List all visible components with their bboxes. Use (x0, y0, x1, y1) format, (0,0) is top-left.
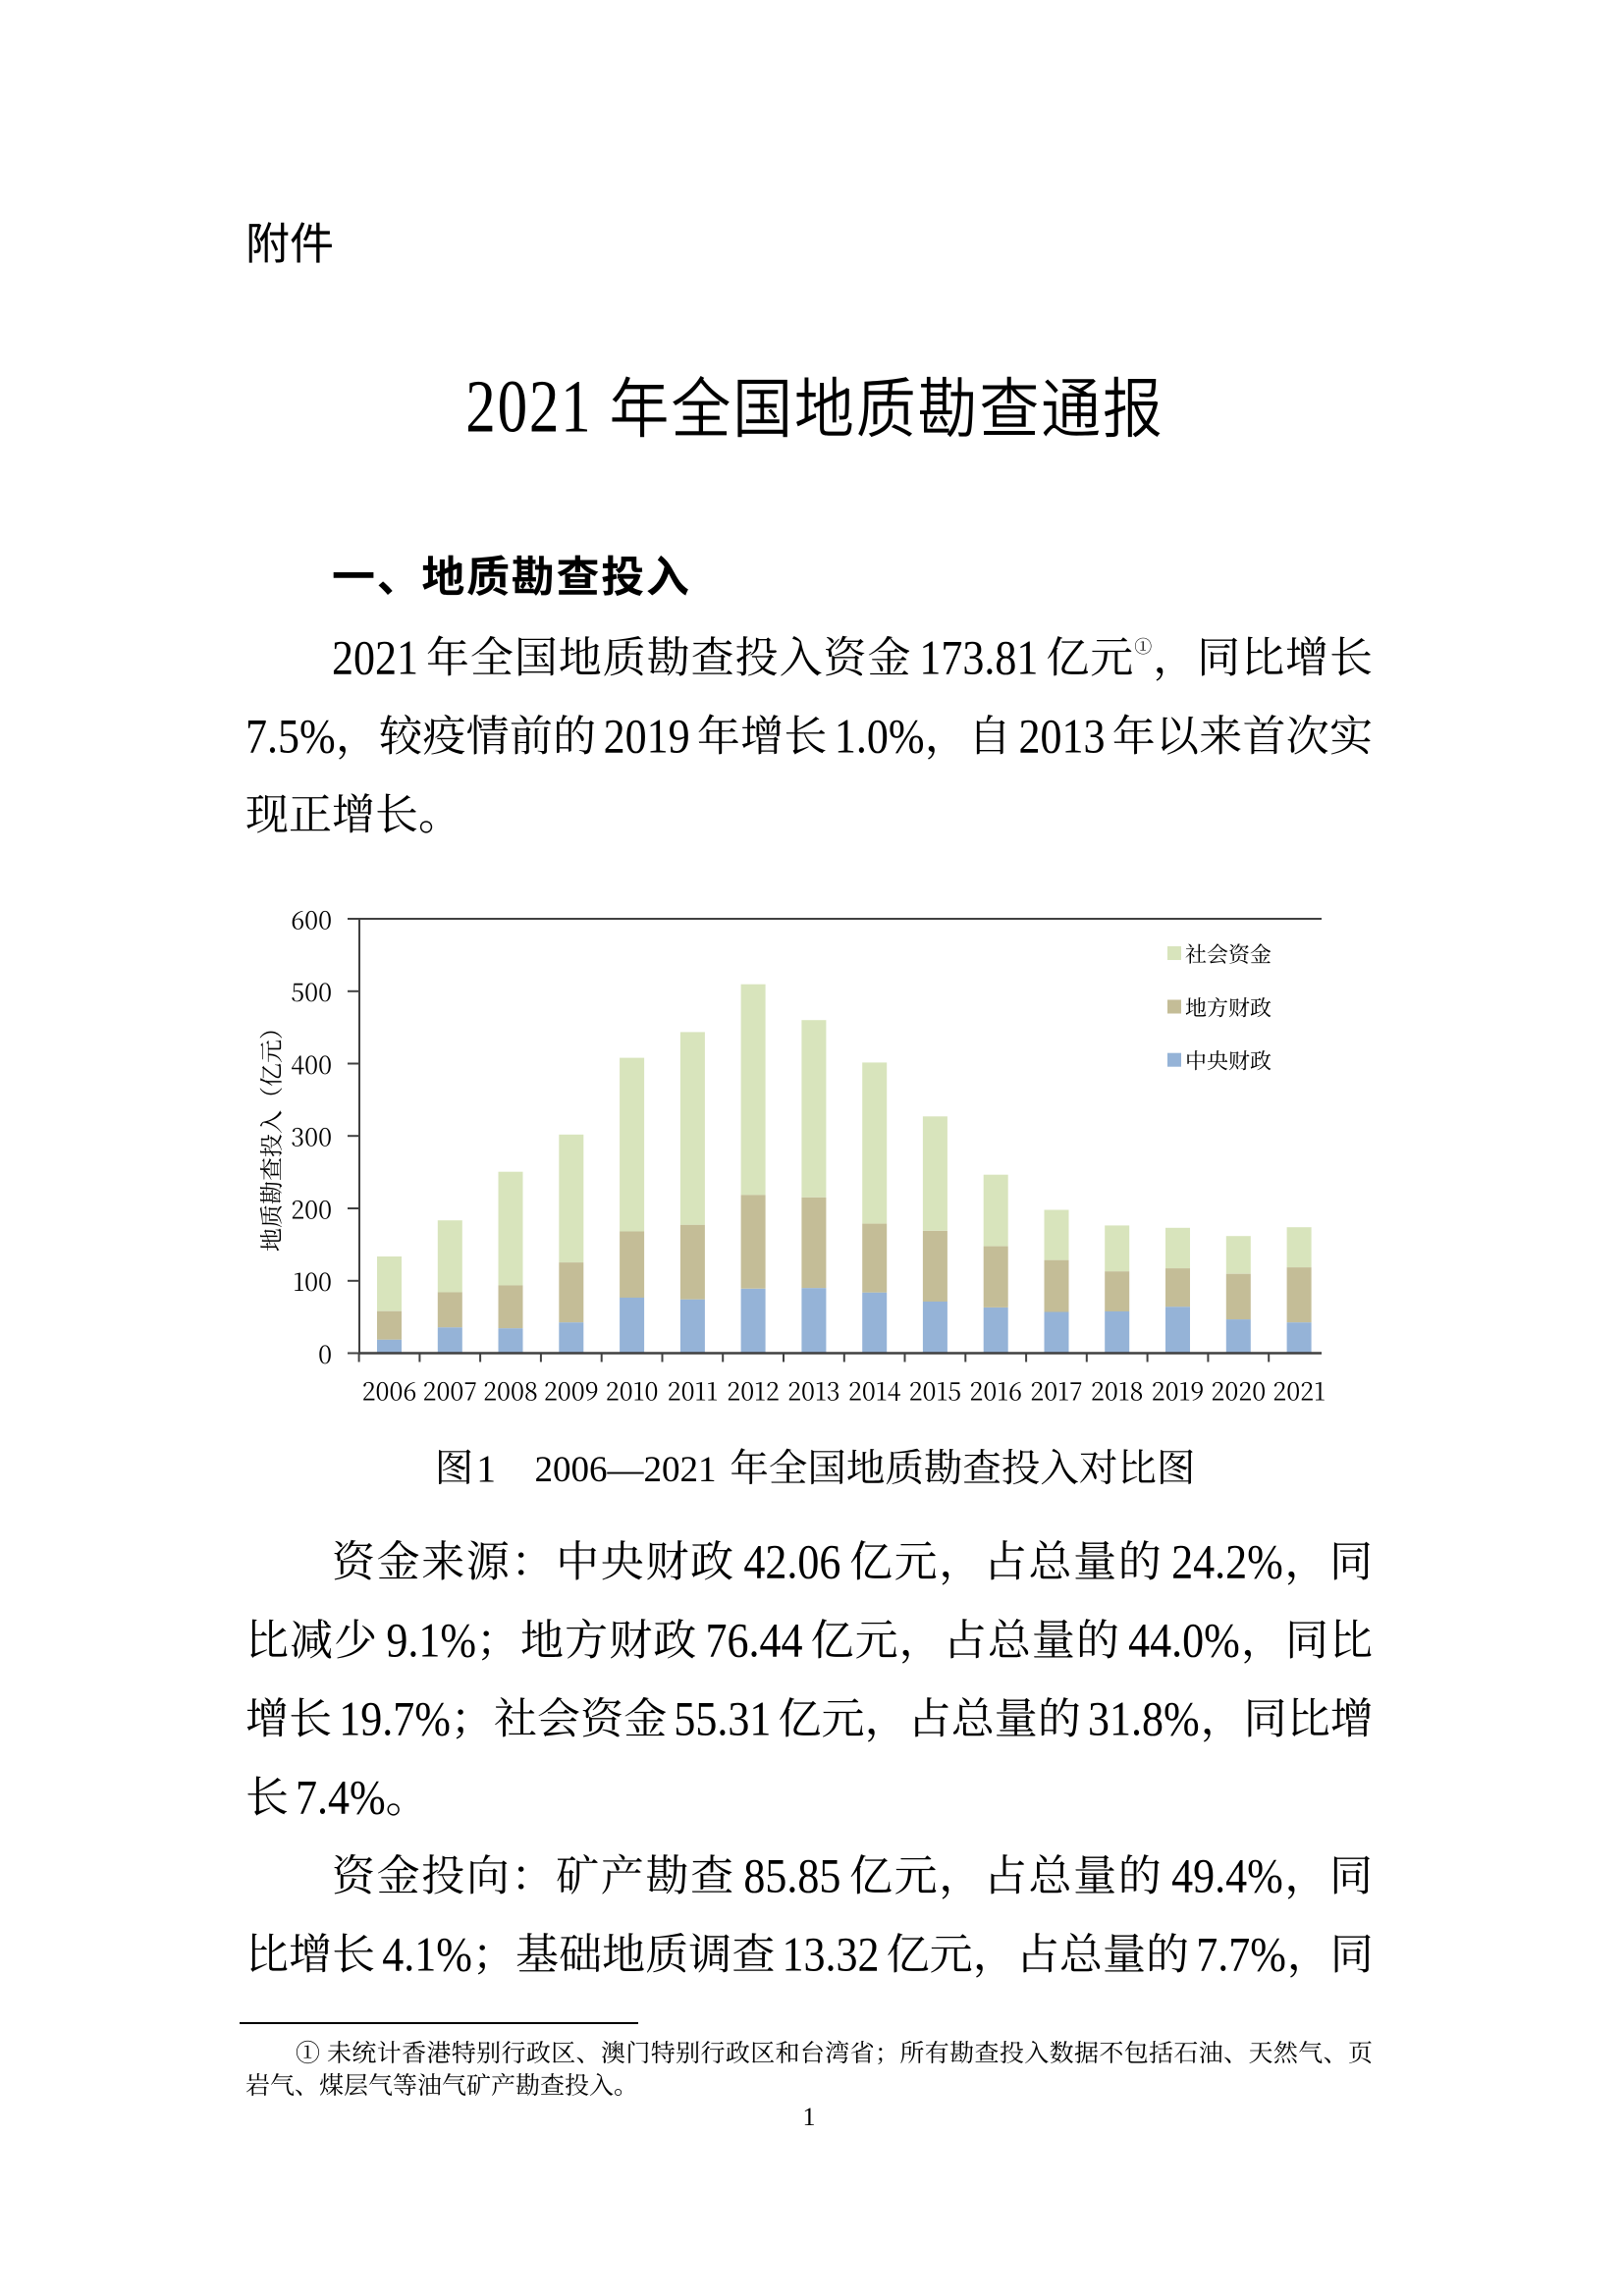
svg-text:200: 200 (291, 1191, 332, 1226)
svg-text:2006: 2006 (362, 1373, 417, 1409)
svg-text:2012: 2012 (727, 1373, 780, 1409)
svg-text:地质勘查投入（亿元）: 地质勘查投入（亿元） (252, 1016, 287, 1252)
svg-text:2015: 2015 (909, 1373, 962, 1409)
svg-text:400: 400 (291, 1046, 332, 1082)
svg-text:中央财政: 中央财政 (1185, 1045, 1272, 1076)
svg-text:2019: 2019 (1152, 1373, 1205, 1409)
svg-text:社会资金: 社会资金 (1185, 938, 1272, 969)
svg-text:2009: 2009 (544, 1373, 599, 1409)
svg-text:2014: 2014 (848, 1373, 901, 1409)
svg-text:2010: 2010 (606, 1373, 659, 1409)
svg-text:100: 100 (293, 1263, 332, 1299)
svg-text:300: 300 (291, 1119, 332, 1154)
svg-text:2011: 2011 (668, 1373, 718, 1409)
svg-text:2018: 2018 (1091, 1373, 1144, 1409)
svg-text:500: 500 (291, 974, 332, 1009)
svg-text:2008: 2008 (483, 1373, 538, 1409)
svg-text:0: 0 (318, 1336, 332, 1371)
svg-text:地方财政: 地方财政 (1185, 992, 1272, 1023)
svg-text:2017: 2017 (1030, 1373, 1082, 1409)
svg-text:2007: 2007 (423, 1373, 478, 1409)
svg-text:2020: 2020 (1211, 1373, 1266, 1409)
svg-text:600: 600 (291, 901, 332, 936)
svg-text:2013: 2013 (787, 1373, 840, 1409)
svg-text:2016: 2016 (969, 1373, 1022, 1409)
svg-text:2021: 2021 (1272, 1373, 1326, 1409)
